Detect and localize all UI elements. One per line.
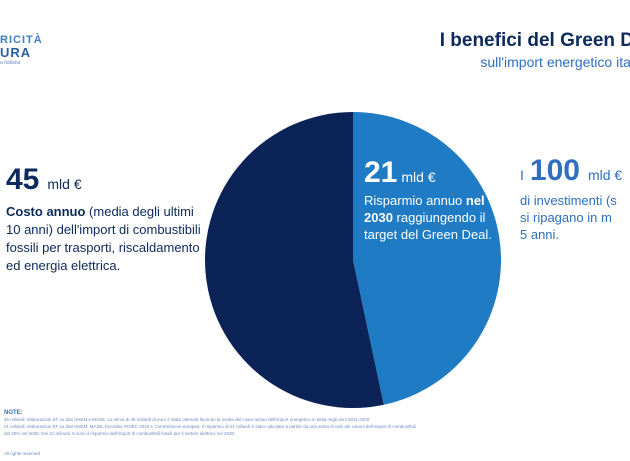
right-desc-line-3: 5 anni. <box>520 227 560 242</box>
right-stat-unit: mld € <box>587 167 623 183</box>
pie-chart <box>204 112 501 408</box>
middle-stat-description: Risparmio annuo nel 2030 raggiungendo il… <box>364 192 494 243</box>
right-stat-block: I 100 mld € di investimenti (s si ripagano… <box>520 154 630 243</box>
left-stat-block: 45 mld € Costo annuo (media degli ultimi … <box>6 163 206 275</box>
middle-stat-block: 21 mld € Risparmio annuo nel 2030 raggiun… <box>364 156 494 243</box>
note-line-3: del 40% nel 2030. Dei 21 miliardi, 5 son… <box>4 431 236 436</box>
left-stat-unit: mld € <box>47 176 82 192</box>
pie-slice-0 <box>353 112 501 405</box>
logo-line-2: URA <box>0 45 32 60</box>
page-subtitle: sull'import energetico ital <box>480 54 630 70</box>
right-desc-line-2: si ripagano in m <box>520 210 612 225</box>
notes-title: NOTE: <box>4 410 23 416</box>
left-desc-bold: Costo annuo <box>6 204 86 219</box>
title-main: I benefici del Green D <box>439 30 630 51</box>
logo-line-3: a Italiana <box>0 60 21 66</box>
right-stat-prefix: I <box>520 167 524 183</box>
page-title: I benefici del Green D <box>440 30 630 52</box>
pie-slice-1 <box>204 112 384 408</box>
middle-desc-bold: nel 2030 <box>364 193 485 225</box>
middle-desc-post: raggiungendo il target del Green Deal. <box>364 210 492 242</box>
middle-stat-value: 21 <box>364 156 398 189</box>
middle-stat-unit: mld € <box>401 169 436 185</box>
left-stat-value: 45 <box>6 163 40 196</box>
footnotes: NOTE: 45 miliardi: elaborazioni EF su da… <box>4 410 630 437</box>
middle-desc-pre: Risparmio annuo <box>364 193 466 208</box>
left-stat-description: Costo annuo (media degli ultimi 10 anni)… <box>6 203 206 275</box>
logo: RICITÀ URA a Italiana <box>0 34 70 67</box>
note-line-2: 21 miliardi: elaborazioni EF su dati UNE… <box>4 424 416 429</box>
logo-line-1: RICITÀ <box>0 34 43 46</box>
left-desc-rest: (media degli ultimi 10 anni) dell'import… <box>6 204 201 273</box>
right-stat-value: 100 <box>529 154 580 187</box>
note-line-1: 45 miliardi: elaborazioni EF su dati UNE… <box>4 417 371 422</box>
right-desc-line-1: di investimenti (s <box>520 193 617 208</box>
rights-reserved: All rights reserved <box>4 451 41 456</box>
right-stat-description: di investimenti (s si ripagano in m 5 an… <box>520 192 630 243</box>
